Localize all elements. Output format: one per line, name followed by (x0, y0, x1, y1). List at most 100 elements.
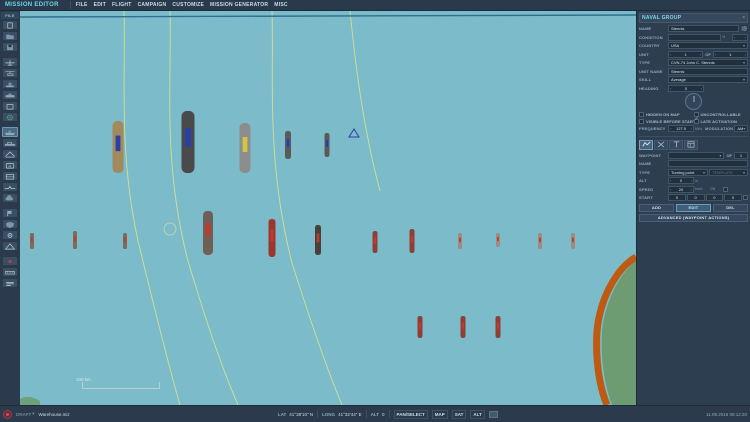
red-frigate-1[interactable] (372, 231, 378, 253)
record-icon[interactable] (3, 409, 12, 419)
goal-icon[interactable] (2, 208, 18, 218)
carrier-cvn74[interactable] (112, 121, 124, 173)
chevron-right-icon[interactable]: › (744, 51, 746, 57)
front-line-icon[interactable] (2, 182, 18, 192)
screenshot-icon[interactable] (488, 410, 498, 418)
menu-item-edit[interactable]: EDIT (93, 2, 106, 8)
aircraft-tool-icon[interactable] (2, 57, 18, 67)
red-patrol-2[interactable] (73, 231, 77, 249)
chevron-right-icon[interactable]: › (690, 186, 692, 192)
heading-dial[interactable] (685, 93, 702, 110)
map-canvas[interactable]: 100 km (20, 11, 636, 405)
delete-waypoint-button[interactable]: DEL (713, 203, 748, 212)
map-view-button[interactable]: MAP (431, 409, 448, 419)
visible-before-start-checkbox[interactable]: VISIBLE BEFORE START (639, 118, 695, 124)
open-mission-icon[interactable] (2, 31, 18, 41)
waypoint-speed-stepper[interactable]: ‹ 20 › (668, 185, 694, 193)
cargo-icon[interactable] (2, 171, 18, 181)
condition-input[interactable] (668, 33, 721, 41)
red-frigate-2[interactable] (409, 229, 415, 253)
tab-summary[interactable] (684, 139, 698, 150)
waypoint-template-select[interactable]: TEMPLATE ▾ (709, 168, 748, 176)
red-boat-1[interactable] (458, 233, 462, 249)
menu-item-file[interactable]: FILE (75, 2, 88, 8)
chevron-left-icon[interactable]: ‹ (670, 178, 672, 184)
vehicle-tool-icon[interactable] (2, 90, 18, 100)
briefing-icon[interactable] (2, 278, 18, 288)
unit-total-stepper[interactable]: ‹ 1 › (712, 50, 748, 58)
chevron-left-icon[interactable]: ‹ (670, 85, 672, 91)
add-waypoint-button[interactable]: ADD (639, 203, 674, 212)
menu-item-misc[interactable]: MISC (274, 2, 288, 8)
close-icon[interactable]: × (742, 14, 745, 21)
waypoint-select[interactable]: ▾ (668, 151, 725, 159)
farp-icon[interactable]: H (2, 160, 18, 170)
menu-item-mission-generator[interactable]: MISSION GENERATOR (210, 2, 269, 8)
menu-item-campaign[interactable]: CAMPAIGN (137, 2, 167, 8)
trigger-zone-icon[interactable] (2, 112, 18, 122)
draft-dropdown[interactable]: DRAFT ▾ (16, 411, 35, 417)
red-patrol-3[interactable] (123, 233, 127, 249)
red-south-2[interactable] (460, 316, 466, 338)
amphib-lha[interactable] (239, 123, 251, 173)
options-icon[interactable] (2, 230, 18, 240)
coalition-icon[interactable] (2, 219, 18, 229)
advanced-waypoint-actions-button[interactable]: ADVANCED (WAYPOINT ACTIONS) (639, 213, 748, 222)
chevron-left-icon[interactable]: ‹ (714, 51, 717, 57)
ground-group-icon[interactable] (2, 138, 18, 148)
menu-item-flight[interactable]: FLIGHT (112, 2, 132, 8)
start-lock-icon[interactable] (743, 195, 748, 201)
red-boat-4[interactable] (571, 233, 575, 249)
edit-waypoint-button[interactable]: EDIT (676, 203, 711, 212)
heading-stepper[interactable]: ‹ 0 › (668, 84, 704, 92)
static-object-icon[interactable] (2, 101, 18, 111)
chevron-left-icon[interactable]: ‹ (670, 51, 672, 57)
chevron-left-icon[interactable]: ‹ (670, 186, 672, 192)
unit-name-input[interactable]: Stennis (668, 67, 748, 75)
name-input[interactable]: Stennis (668, 25, 739, 33)
unit-index-stepper[interactable]: ‹ 1 › (668, 50, 704, 58)
ruler-icon[interactable] (2, 267, 18, 277)
remove-unit-icon[interactable] (2, 256, 18, 266)
pan-select-mode-button[interactable]: PAN/SELECT (393, 409, 428, 419)
late-activation-checkbox[interactable]: LATE ACTIVATION (693, 117, 749, 124)
carrier-cvn72[interactable] (181, 111, 195, 173)
red-cruiser-1[interactable] (203, 211, 213, 255)
start-millis-input[interactable]: 0 (724, 194, 742, 202)
type-select[interactable]: CVN-74 John C. Stennis ▾ (668, 59, 748, 67)
ship-tool-icon[interactable] (2, 79, 18, 89)
red-destroyer-1[interactable] (315, 225, 321, 255)
randomize-name-icon[interactable] (740, 25, 748, 33)
new-mission-icon[interactable] (2, 20, 18, 30)
start-hours-input[interactable]: 0 (668, 194, 686, 202)
waypoint-alt-stepper[interactable]: ‹ 0 › (668, 177, 694, 185)
red-boat-2[interactable] (496, 233, 500, 247)
waypoint-eta-lock-icon[interactable] (723, 186, 728, 192)
failures-icon[interactable] (2, 241, 18, 251)
altitude-view-button[interactable]: ALT (470, 409, 485, 419)
airbase-icon[interactable] (2, 149, 18, 159)
chevron-left-icon[interactable]: ‹ (734, 34, 736, 40)
chevron-right-icon[interactable]: › (699, 51, 702, 57)
naval-group-icon[interactable] (2, 127, 18, 137)
chevron-right-icon[interactable]: › (690, 178, 692, 184)
chevron-right-icon[interactable]: › (690, 126, 692, 132)
helicopter-tool-icon[interactable] (2, 68, 18, 78)
chevron-right-icon[interactable]: › (744, 34, 746, 40)
waypoint-marker[interactable] (348, 128, 360, 138)
satellite-view-button[interactable]: SAT (451, 409, 467, 419)
hidden-on-map-checkbox[interactable]: HIDDEN ON MAP (639, 112, 694, 117)
chevron-right-icon[interactable]: › (700, 85, 702, 91)
tab-tasks[interactable] (654, 139, 668, 150)
menu-item-customize[interactable]: CUSTOMIZE (172, 2, 205, 8)
tab-payload[interactable] (669, 139, 683, 150)
condition-stepper[interactable]: ‹ › (732, 33, 748, 41)
skill-select[interactable]: Average ▾ (668, 76, 748, 84)
start-seconds-input[interactable]: 0 (705, 194, 724, 202)
red-boat-3[interactable] (538, 233, 542, 249)
save-mission-icon[interactable] (2, 42, 18, 52)
weather-icon[interactable] (2, 193, 18, 203)
red-south-1[interactable] (417, 316, 423, 338)
tab-route[interactable] (639, 139, 653, 150)
frequency-stepper[interactable]: ‹ 127.5 › (668, 125, 694, 133)
